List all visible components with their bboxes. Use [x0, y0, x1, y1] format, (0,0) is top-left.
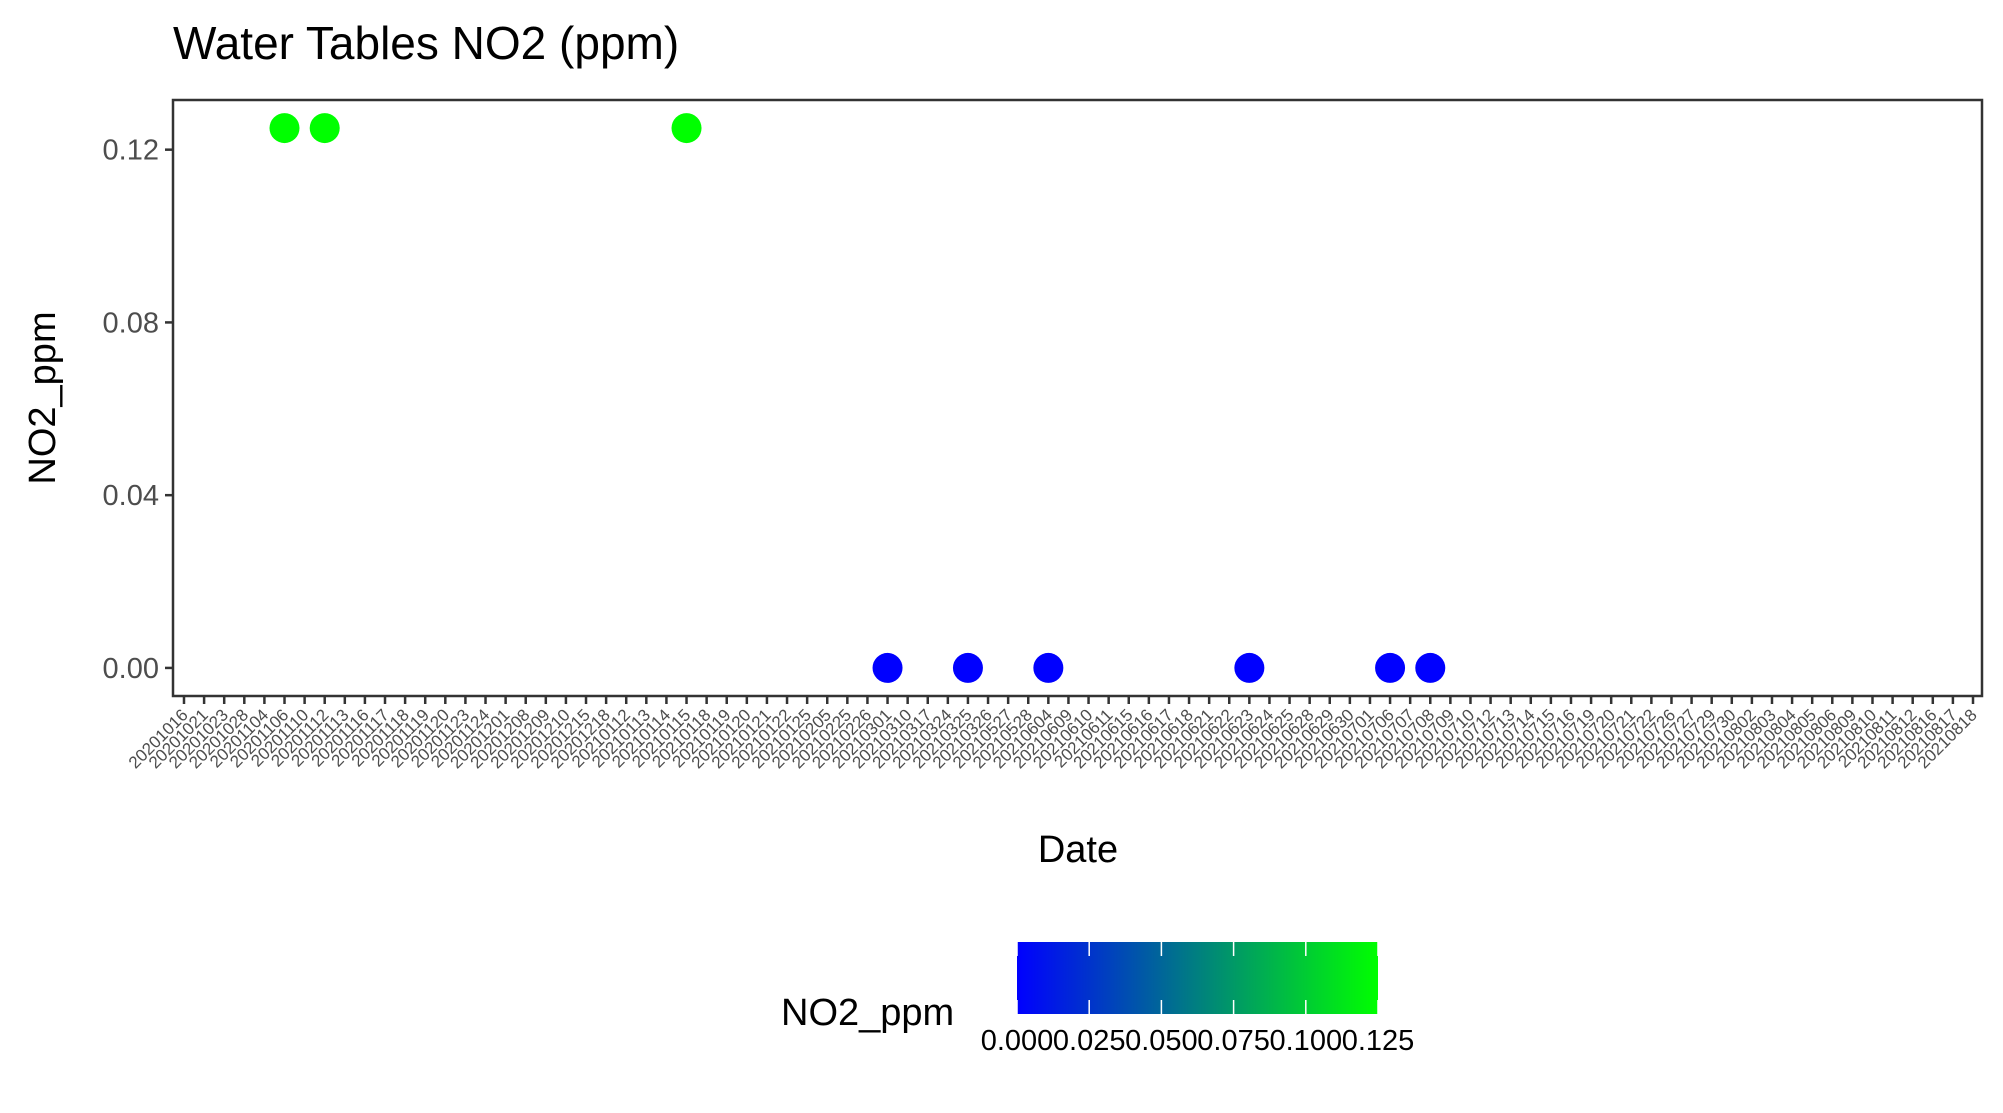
data-point [1234, 652, 1265, 683]
legend-colorbar [1017, 942, 1378, 1014]
x-axis: 2020101620201021202010232020102820201104… [125, 696, 1981, 772]
data-point [1375, 652, 1406, 683]
y-axis: 0.00 0.04 0.08 0.12 [103, 135, 173, 685]
plot-panel [171, 98, 1984, 698]
data-point [309, 113, 340, 144]
data-point [872, 652, 903, 683]
x-axis-title: Date [1038, 829, 1118, 871]
legend-label: 0.125 [1342, 1025, 1415, 1057]
legend-ticks: 0.000 0.025 0.050 0.075 0.100 0.125 [981, 942, 1415, 1057]
legend-label: 0.050 [1125, 1025, 1198, 1057]
data-points [269, 113, 1446, 683]
y-tick-label: 0.00 [103, 653, 159, 685]
legend-label: 0.025 [1053, 1025, 1126, 1057]
y-tick-label: 0.08 [103, 307, 159, 339]
chart-title: Water Tables NO2 (ppm) [173, 17, 679, 69]
legend-label: 0.075 [1197, 1025, 1270, 1057]
data-point [952, 652, 983, 683]
y-tick-label: 0.12 [103, 135, 159, 167]
data-point [671, 113, 702, 144]
y-axis-title: NO2_ppm [22, 311, 64, 484]
legend-label: 0.000 [981, 1025, 1054, 1057]
y-tick-label: 0.04 [103, 480, 159, 512]
legend-label: 0.100 [1270, 1025, 1343, 1057]
data-point [1415, 652, 1446, 683]
legend-title: NO2_ppm [781, 992, 954, 1034]
data-point [269, 113, 300, 144]
legend: NO2_ppm 0.000 0.025 0.050 0.075 0.100 0.125 [781, 942, 1414, 1057]
data-point [1033, 652, 1064, 683]
